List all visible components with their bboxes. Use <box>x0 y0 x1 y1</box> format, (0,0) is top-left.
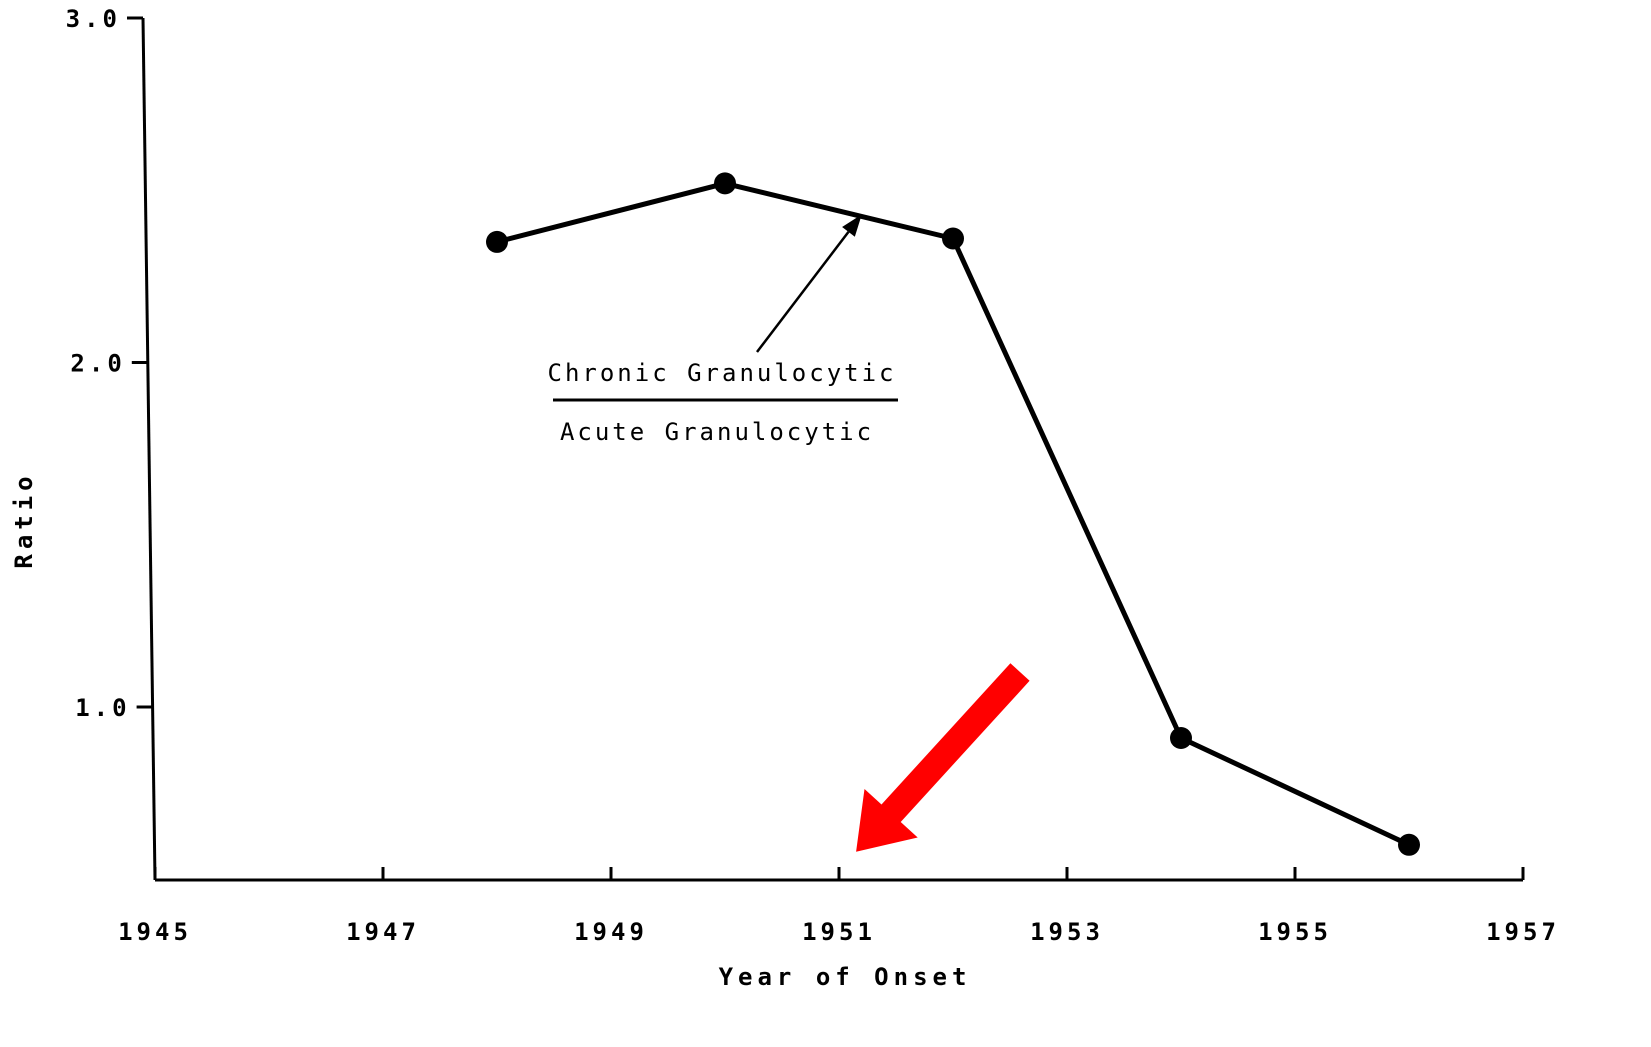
series-points <box>486 172 1420 856</box>
annotation-numerator: Chronic Granulocytic <box>548 359 897 387</box>
y-tick-label: 2.0 <box>70 350 125 378</box>
data-point <box>942 227 964 250</box>
y-axis-title: Ratio <box>10 471 38 568</box>
x-tick-label: 1949 <box>574 918 648 946</box>
x-tick-label: 1957 <box>1486 918 1560 946</box>
y-ticks: 1.0 2.0 3.0 <box>66 5 153 722</box>
x-ticks: 1945 1947 1949 1951 1953 1955 1957 <box>118 867 1560 946</box>
x-tick-label: 1945 <box>118 918 192 946</box>
annotation-arrow-shaft <box>756 231 850 353</box>
x-tick-label: 1955 <box>1258 918 1332 946</box>
data-point <box>486 230 508 253</box>
x-tick-label: 1951 <box>802 918 876 946</box>
annotation-arrow-head <box>842 214 862 237</box>
annotation-denominator: Acute Granulocytic <box>560 418 874 446</box>
data-point <box>714 172 736 195</box>
series-group <box>486 172 1420 856</box>
data-point <box>1398 833 1420 856</box>
red-highlight-arrow <box>856 663 1030 852</box>
axes <box>141 17 1523 882</box>
x-tick-label: 1947 <box>346 918 420 946</box>
data-point <box>1170 727 1192 750</box>
x-tick-label: 1953 <box>1030 918 1104 946</box>
y-tick-label: 1.0 <box>75 694 130 722</box>
x-axis-title: Year of Onset <box>719 963 972 991</box>
y-tick-label: 3.0 <box>66 5 121 33</box>
y-axis <box>141 17 157 881</box>
ratio-annotation: Chronic Granulocytic Acute Granulocytic <box>548 214 898 446</box>
